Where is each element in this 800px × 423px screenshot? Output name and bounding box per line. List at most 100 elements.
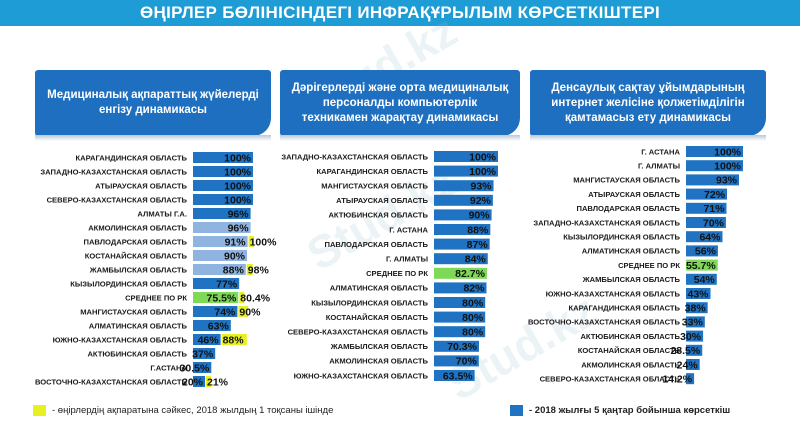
chart-1-highlight-bar — [248, 236, 254, 247]
chart-1-bar — [193, 208, 251, 219]
chart-2-data-label: 87% — [467, 239, 489, 251]
chart-1-data-label: 100% — [224, 180, 252, 192]
chart-2-data-label: 100% — [469, 166, 497, 178]
chart-1-bar — [193, 292, 239, 303]
chart-3-data-label: 14.2% — [662, 374, 692, 386]
chart-1-highlight-label: 21% — [207, 376, 229, 388]
chart-1-data-label: 74% — [214, 306, 236, 318]
chart-3-bar — [686, 288, 711, 299]
chart-3-category-label: КАРАГАНДИНСКАЯ ОБЛАСТЬ — [568, 304, 680, 313]
chart-1-highlight-label: 100% — [250, 236, 278, 248]
chart-2-category-label: АЛМАТИНСКАЯ ОБЛАСТЬ — [330, 284, 429, 293]
chart-1-title: Медициналық ақпараттық жүйелерді енгізу … — [47, 89, 259, 116]
chart-3-bar — [686, 344, 703, 356]
chart-2-bar — [434, 194, 493, 206]
chart-3-category-label: КОСТАНАЙСКАЯ ОБЛАСТЬ — [578, 346, 681, 355]
chart-1-category-label: ЗАПАДНО-КАЗАХСТАНСКАЯ ОБЛАСТЬ — [40, 167, 187, 176]
chart-3-category-label: ЖАМБЫЛСКАЯ ОБЛАСТЬ — [582, 275, 681, 284]
chart-1-bar — [193, 152, 253, 163]
legend-yellow-label: - өңірлердің ақпаратына сәйкес, 2018 жыл… — [52, 405, 334, 416]
chart-2-bar — [434, 355, 479, 367]
chart-1-bar — [193, 222, 251, 233]
chart-1-data-label: 100% — [224, 166, 252, 178]
chart-3-category-label: Г. АСТАНА — [641, 147, 680, 156]
chart-1-category-label: СЕВЕРО-КАЗАХСТАНСКАЯ ОБЛАСТЬ — [47, 195, 188, 204]
chart-2-bar — [434, 340, 479, 352]
chart-2-category-label: Г. АЛМАТЫ — [386, 255, 428, 264]
chart-2-bar — [434, 282, 487, 294]
chart-1-highlight-label: 90% — [239, 306, 261, 318]
chart-3-category-label: МАНГИСТАУСКАЯ ОБЛАСТЬ — [573, 176, 680, 185]
chart-3-data-label: 30% — [680, 331, 702, 343]
chart-1-data-label: 37% — [192, 348, 214, 360]
chart-2-category-label: ПАВЛОДАРСКАЯ ОБЛАСТЬ — [324, 240, 428, 249]
chart-2-bar — [434, 311, 486, 323]
chart-3-category-label: СЕВЕРО-КАЗАХСТАНСКАЯ ОБЛАСТЬ — [540, 375, 681, 384]
chart-3-category-label: ВОСТОЧНО-КАЗАХСТАНСКАЯ ОБЛАСТЬ — [528, 318, 681, 327]
chart-2-title: Дәрігерлерді және орта медициналық персо… — [291, 81, 509, 124]
chart-2-data-label: 80% — [462, 297, 484, 309]
chart-3-category-label: ЮЖНО-КАЗАХСТАНСКАЯ ОБЛАСТЬ — [546, 289, 681, 298]
chart-3-category-label: АТЫРАУСКАЯ ОБЛАСТЬ — [588, 190, 680, 199]
chart-1-bar — [193, 250, 247, 261]
chart-2-bar — [434, 180, 494, 192]
chart-1-highlight-bar — [239, 292, 245, 303]
chart-2-category-label: СРЕДНЕЕ ПО РК — [366, 269, 428, 278]
chart-3-category-label: ПАВЛОДАРСКАЯ ОБЛАСТЬ — [576, 204, 680, 213]
chart-3-bar — [686, 359, 700, 370]
chart-3-data-label: 56% — [695, 246, 717, 258]
chart-1-bar — [193, 376, 205, 387]
chart-1-category-label: СРЕДНЕЕ ПО РК — [125, 293, 187, 302]
chart-1-bar — [193, 166, 253, 177]
chart-3-bar — [686, 188, 728, 200]
chart-3-bar — [686, 330, 704, 342]
chart-1-bar — [193, 180, 253, 191]
chart-1-bar — [193, 320, 231, 331]
chart-3-data-label: 64% — [699, 232, 721, 244]
chart-1-category-label: Г.АСТАНА — [150, 363, 187, 372]
chart-1-category-label: МАНГИСТАУСКАЯ ОБЛАСТЬ — [80, 307, 187, 316]
chart-2-data-label: 92% — [470, 195, 492, 207]
legend-yellow: - өңірлердің ақпаратына сәйкес, 2018 жыл… — [33, 405, 333, 416]
chart-3-category-label: СРЕДНЕЕ ПО РК — [618, 261, 680, 270]
chart-1-data-label: 46% — [198, 334, 220, 346]
chart-1-highlight-bar — [221, 334, 247, 345]
chart-3-bar — [686, 273, 717, 285]
chart-1-data-label: 96% — [228, 208, 250, 220]
chart-1-bar — [193, 348, 216, 359]
chart-2-data-label: 90% — [469, 210, 491, 222]
legend-blue: - 2018 жылғы 5 қаңтар бойынша көрсеткіш — [510, 405, 730, 416]
chart-1-data-label: 20% — [182, 376, 204, 388]
chart-2-category-label: АТЫРАУСКАЯ ОБЛАСТЬ — [336, 196, 428, 205]
chart-1-bar — [193, 264, 246, 275]
chart-3-category-label: АКТЮБИНСКАЯ ОБЛАСТЬ — [580, 332, 680, 341]
legend-blue-label: - 2018 жылғы 5 қаңтар бойынша көрсеткіш — [529, 405, 731, 416]
chart-2-category-label: КОСТАНАЙСКАЯ ОБЛАСТЬ — [326, 313, 429, 322]
chart-1-highlight-bar — [246, 264, 253, 275]
chart-3-bar — [686, 316, 705, 328]
chart-3-category-label: ЗАПАДНО-КАЗАХСТАНСКАЯ ОБЛАСТЬ — [533, 218, 680, 227]
chart-3-data-label: 28.5% — [670, 345, 700, 357]
chart-1-bar — [193, 194, 253, 205]
chart-2-category-label: ЮЖНО-КАЗАХСТАНСКАЯ ОБЛАСТЬ — [294, 371, 429, 380]
chart-2-category-label: СЕВЕРО-КАЗАХСТАНСКАЯ ОБЛАСТЬ — [288, 328, 429, 337]
chart-1-category-label: АКМОЛИНСКАЯ ОБЛАСТЬ — [88, 223, 187, 232]
chart-2-category-label: ЗАПАДНО-КАЗАХСТАНСКАЯ ОБЛАСТЬ — [281, 152, 428, 161]
chart-2-data-label: 88% — [467, 224, 489, 236]
chart-2-bar — [434, 370, 475, 381]
chart-3-bar — [686, 174, 740, 186]
chart-3-bar — [686, 160, 743, 172]
chart-2-data-label: 82.7% — [455, 268, 485, 280]
chart-3-bar — [686, 231, 723, 243]
chart-2-category-label: ЖАМБЫЛСКАЯ ОБЛАСТЬ — [330, 342, 429, 351]
chart-3-data-label: 72% — [704, 189, 726, 201]
chart-1-bar — [193, 334, 221, 345]
chart-2-data-label: 93% — [471, 181, 493, 193]
chart-2-bar — [434, 253, 488, 265]
chart-2-data-label: 100% — [469, 151, 497, 163]
chart-2-data-label: 63.5% — [443, 370, 473, 382]
chart-3-category-label: АЛМАТИНСКАЯ ОБЛАСТЬ — [582, 247, 681, 256]
chart-2-bar — [434, 224, 491, 235]
chart-1-category-label: АТЫРАУСКАЯ ОБЛАСТЬ — [95, 181, 187, 190]
